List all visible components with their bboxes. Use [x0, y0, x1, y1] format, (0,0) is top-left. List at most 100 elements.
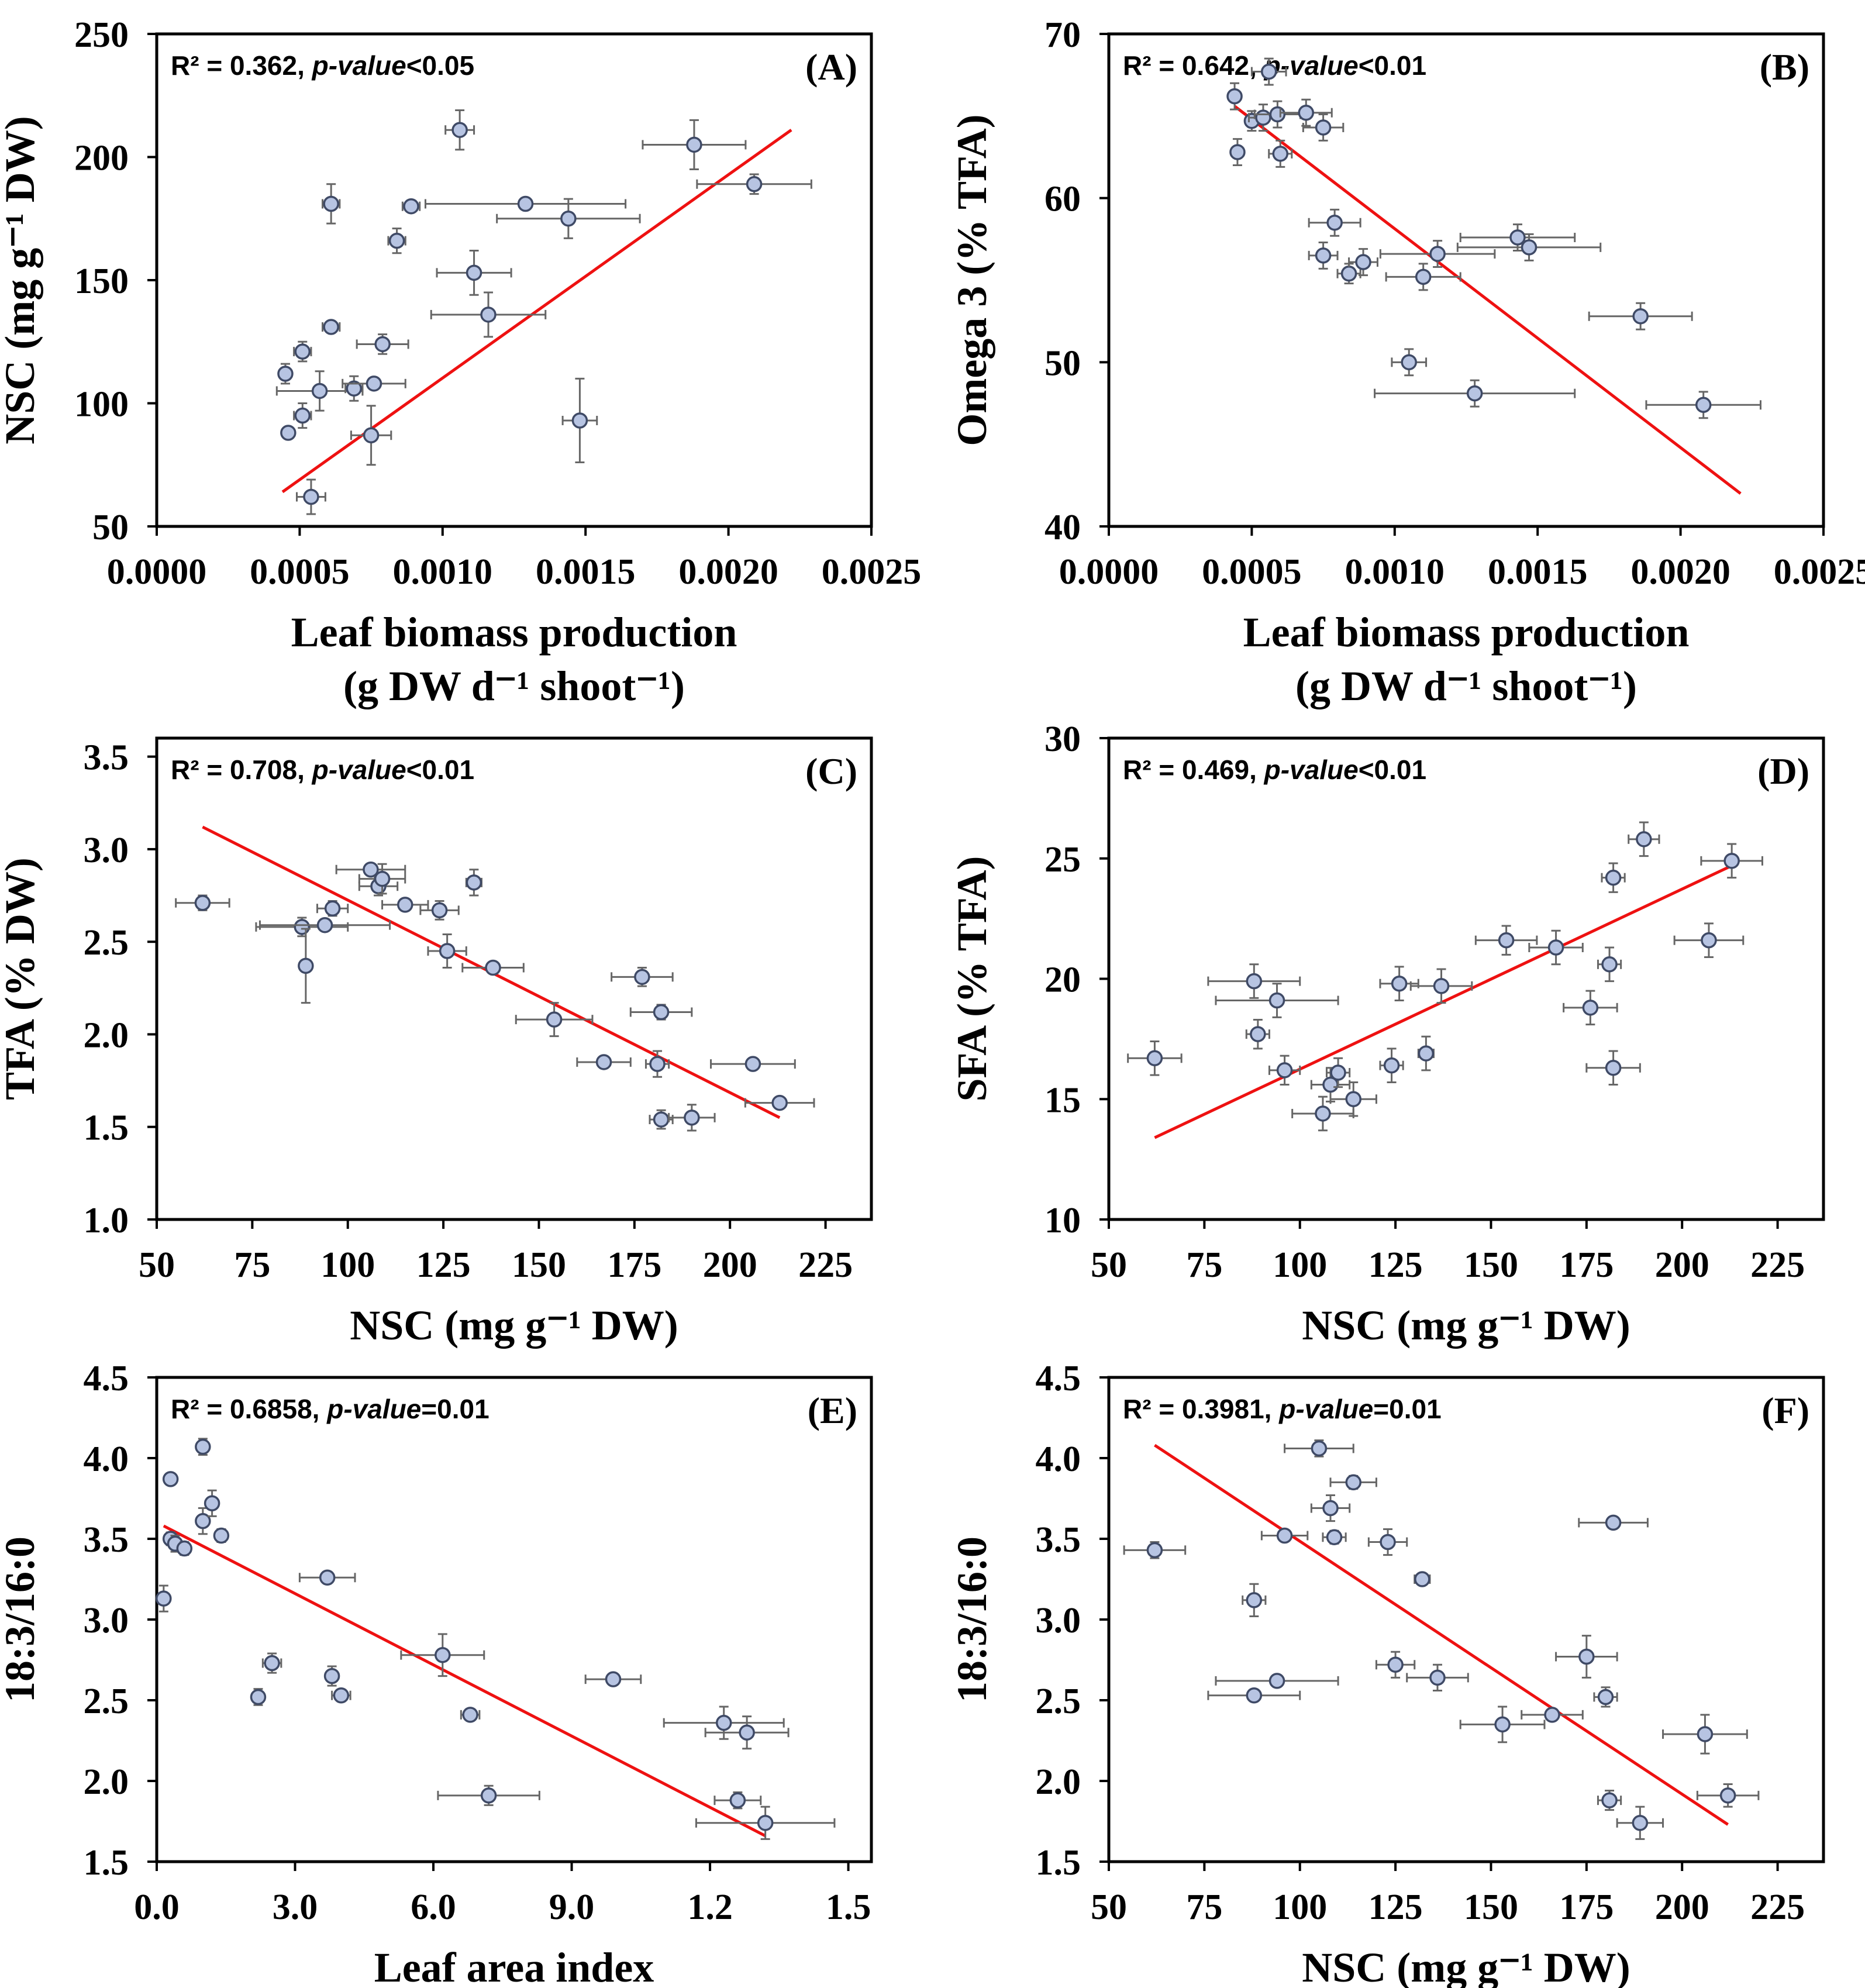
data-point	[1578, 1514, 1649, 1531]
y-tick-label: 50	[1044, 343, 1081, 383]
r-squared: R² = 0.469,	[1123, 754, 1264, 785]
data-point	[1268, 139, 1293, 168]
point-marker	[480, 1787, 497, 1804]
data-point	[175, 894, 230, 911]
y-tick-label: 3.0	[84, 1601, 129, 1641]
data-point	[387, 228, 406, 254]
panel-c: 50 75 100 125 150 175 200 225 1.0 1.5 2.0 2.5 3.0 3.5…	[0, 736, 873, 1349]
p-value-label: p-value	[311, 50, 406, 81]
y-tick-label: 3.5	[1036, 1520, 1081, 1560]
data-point	[713, 1791, 762, 1810]
data-point	[1302, 113, 1345, 142]
x-tick-label: 0.0015	[1488, 552, 1588, 592]
r-squared: R² = 0.3981,	[1123, 1394, 1279, 1424]
point-marker	[1605, 1060, 1622, 1076]
point-marker	[1255, 109, 1271, 126]
data-point	[629, 1004, 693, 1021]
stat-annotation: R² = 0.469, p-value<0.01	[1123, 754, 1426, 785]
plot-frame	[1107, 1376, 1825, 1863]
point-marker	[1326, 215, 1343, 231]
point-marker	[1326, 1529, 1343, 1545]
data-point	[1474, 925, 1538, 956]
x-tick-label: 225	[1750, 1887, 1805, 1927]
point-marker	[1311, 1440, 1328, 1457]
data-point	[1588, 302, 1693, 330]
data-point	[1375, 1651, 1416, 1679]
data-point	[644, 1050, 670, 1078]
data-point	[1696, 1783, 1760, 1808]
data-point	[710, 1056, 796, 1072]
point-marker	[1719, 1787, 1736, 1804]
panel-f: 50 75 100 125 150 175 200 225 1.5 2.0 2.5 3.0 3.5 4.0…	[949, 1359, 1825, 1988]
data-point	[322, 183, 341, 225]
y-tick-label: 4.5	[84, 1359, 129, 1398]
x-tick-label: 150	[1464, 1887, 1518, 1927]
data-point	[1215, 983, 1339, 1018]
x-tick-label: 6.0	[411, 1887, 456, 1927]
data-point	[1348, 248, 1378, 277]
data-point	[1127, 1040, 1183, 1076]
plot-frame	[1107, 736, 1825, 1221]
point-marker	[323, 1667, 340, 1684]
point-marker	[729, 1792, 746, 1808]
data-point	[1229, 138, 1246, 167]
x-axis-title: Leaf biomass production	[1243, 609, 1690, 656]
data-point	[430, 291, 547, 338]
data-point	[350, 405, 392, 466]
point-marker	[1269, 106, 1286, 123]
point-marker	[1315, 119, 1332, 136]
data-point	[280, 425, 297, 441]
point-marker	[1246, 973, 1263, 990]
data-point	[460, 1707, 481, 1723]
x-tick-label: 50	[1091, 1245, 1127, 1285]
data-point	[1528, 929, 1584, 966]
point-marker	[403, 198, 419, 215]
x-tick-label: 0.0005	[1202, 552, 1302, 592]
x-tick-label: 0.0	[134, 1887, 180, 1927]
point-marker	[1605, 1514, 1622, 1531]
point-marker	[298, 957, 314, 974]
y-tick-label: 60	[1044, 180, 1081, 219]
data-point	[437, 1784, 540, 1806]
data-point	[176, 1540, 193, 1557]
y-tick-label: 150	[74, 261, 129, 301]
y-tick-label: 2.5	[84, 923, 129, 963]
data-point	[213, 1527, 230, 1544]
point-marker	[1315, 1105, 1331, 1122]
point-marker	[1246, 1592, 1263, 1608]
point-marker	[156, 1590, 172, 1607]
x-tick-label: 0.0000	[107, 552, 207, 592]
data-point	[1207, 1687, 1301, 1704]
x-axis-title: Leaf biomass production	[291, 609, 737, 656]
r-squared: R² = 0.642,	[1123, 50, 1264, 81]
data-point	[584, 1671, 642, 1687]
x-tick-label: 0.0000	[1059, 552, 1159, 592]
x-tick-label: 125	[1368, 1245, 1423, 1285]
x-tick-label: 200	[1655, 1245, 1709, 1285]
point-marker	[466, 874, 482, 891]
y-tick-label: 25	[1044, 840, 1081, 880]
data-point	[1325, 1057, 1351, 1088]
x-tick-label: 0.0010	[393, 552, 493, 592]
panel-tag: (C)	[805, 750, 857, 792]
point-marker	[1298, 104, 1315, 121]
point-marker	[1345, 1091, 1361, 1107]
data-point	[1597, 1790, 1622, 1811]
panel-tag: (E)	[808, 1390, 857, 1431]
point-marker	[771, 1094, 788, 1111]
point-marker	[176, 1540, 193, 1557]
data-point	[515, 1002, 594, 1038]
data-point	[316, 900, 349, 917]
point-marker	[250, 1689, 267, 1706]
data-point	[1459, 223, 1576, 251]
point-marker	[280, 425, 297, 441]
data-point	[444, 109, 475, 151]
point-marker	[1521, 239, 1537, 256]
point-marker	[1272, 146, 1289, 162]
data-point	[1336, 263, 1361, 285]
y-axis-title: SFA (% TFA)	[949, 856, 995, 1101]
x-tick-label: 200	[703, 1245, 757, 1285]
x-axis-title: Leaf area index	[374, 1944, 654, 1988]
data-point	[323, 1665, 340, 1687]
point-marker	[374, 336, 391, 353]
